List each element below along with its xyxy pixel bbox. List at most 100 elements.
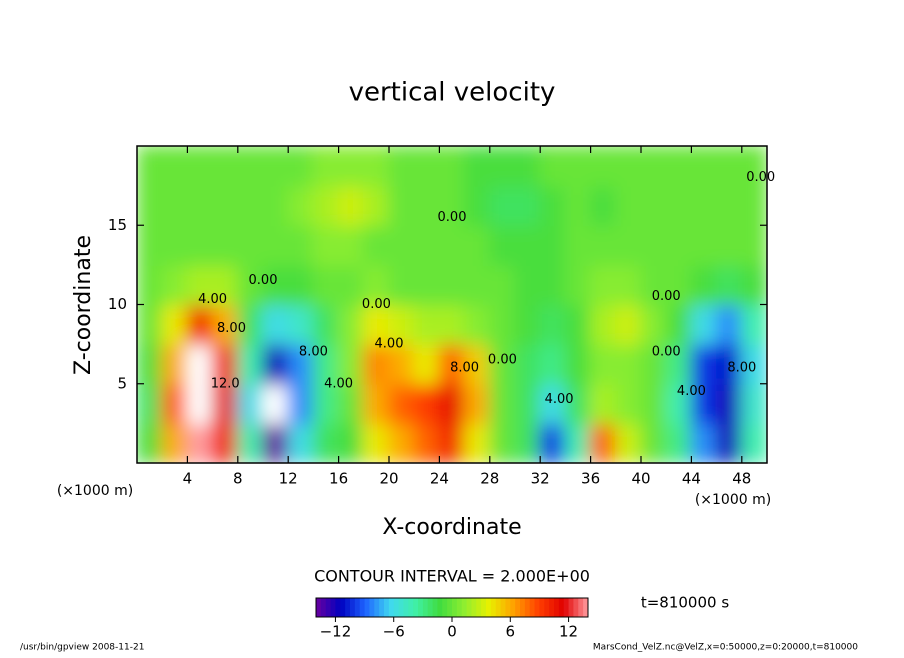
cell bbox=[337, 343, 365, 385]
colorbar-segment bbox=[408, 598, 414, 617]
cell bbox=[640, 146, 668, 187]
colorbar-segment bbox=[515, 598, 521, 617]
colorbar-segment bbox=[447, 598, 453, 617]
cell bbox=[488, 184, 516, 227]
cell bbox=[137, 343, 164, 385]
cell bbox=[186, 184, 214, 227]
x-tick-label: 16 bbox=[329, 470, 348, 488]
colorbar-segment bbox=[490, 598, 497, 617]
cell bbox=[640, 184, 668, 227]
footer-right: MarsCond_VelZ.nc@VelZ,x=0:50000,z=0:2000… bbox=[593, 643, 858, 653]
colorbar-tick-label: 0 bbox=[447, 623, 457, 641]
y-unit-label: (×1000 m) bbox=[57, 483, 133, 499]
colorbar-tick-label: −12 bbox=[320, 623, 352, 641]
cell bbox=[137, 224, 164, 266]
colorbar-segment bbox=[534, 598, 540, 617]
colorbar-segment bbox=[393, 598, 400, 617]
colorbar-segment bbox=[379, 598, 385, 617]
cell bbox=[287, 146, 315, 187]
cell bbox=[161, 263, 189, 306]
cell bbox=[137, 303, 164, 346]
cell bbox=[690, 382, 718, 425]
x-tick-label: 36 bbox=[581, 470, 600, 488]
cell bbox=[715, 382, 743, 425]
cell bbox=[287, 263, 315, 306]
cell bbox=[463, 382, 491, 425]
colorbar-segment bbox=[422, 598, 429, 617]
cell bbox=[312, 146, 340, 187]
cell bbox=[438, 146, 466, 187]
colorbar-segment bbox=[437, 598, 443, 617]
cell bbox=[388, 146, 416, 187]
cell bbox=[362, 184, 390, 227]
cell bbox=[262, 146, 290, 187]
y-axis-label: Z-coordinate bbox=[71, 235, 96, 375]
colorbar-segment bbox=[529, 598, 536, 617]
cell bbox=[236, 382, 264, 425]
cell bbox=[413, 224, 441, 266]
cell bbox=[589, 303, 617, 346]
cell bbox=[640, 343, 668, 385]
cell bbox=[337, 263, 365, 306]
cell bbox=[740, 303, 767, 346]
cell bbox=[740, 263, 767, 306]
cell bbox=[715, 224, 743, 266]
cell bbox=[715, 184, 743, 227]
cell bbox=[564, 146, 592, 187]
cell bbox=[137, 184, 164, 227]
cell bbox=[514, 184, 542, 227]
colorbar-segment bbox=[398, 598, 404, 617]
cell bbox=[337, 184, 365, 227]
colorbar-tick-label: 12 bbox=[559, 623, 578, 641]
colorbar-segment bbox=[578, 598, 584, 617]
colorbar-segment bbox=[316, 598, 322, 617]
cell bbox=[740, 382, 767, 425]
contour-label: 0.00 bbox=[438, 210, 467, 225]
cell bbox=[690, 263, 718, 306]
cell bbox=[514, 343, 542, 385]
contour-label: 0.00 bbox=[652, 345, 681, 360]
cell bbox=[514, 224, 542, 266]
cell bbox=[488, 343, 516, 385]
contour-label: 4.00 bbox=[375, 337, 404, 352]
cell bbox=[665, 263, 693, 306]
cell bbox=[236, 422, 264, 463]
cell bbox=[312, 224, 340, 266]
cell bbox=[539, 422, 567, 463]
cell bbox=[665, 343, 693, 385]
cell bbox=[564, 184, 592, 227]
cell bbox=[589, 343, 617, 385]
cell bbox=[388, 422, 416, 463]
colorbar-segment bbox=[320, 598, 327, 617]
cell bbox=[262, 343, 290, 385]
cell bbox=[312, 263, 340, 306]
cell bbox=[514, 303, 542, 346]
colorbar-segment bbox=[481, 598, 487, 617]
cell bbox=[137, 263, 164, 306]
cell bbox=[137, 146, 164, 187]
cell bbox=[665, 146, 693, 187]
cell bbox=[211, 146, 239, 187]
cell bbox=[564, 263, 592, 306]
cell bbox=[690, 303, 718, 346]
contour-label: 4.00 bbox=[198, 292, 227, 307]
cell bbox=[690, 343, 718, 385]
cell bbox=[665, 422, 693, 463]
colorbar-segment bbox=[403, 598, 409, 617]
cell bbox=[262, 224, 290, 266]
colorbar-segment bbox=[345, 598, 351, 617]
plot-frame bbox=[136, 145, 768, 464]
cell bbox=[211, 224, 239, 266]
cell bbox=[740, 146, 767, 187]
field bbox=[137, 146, 767, 463]
cell bbox=[236, 303, 264, 346]
cell bbox=[463, 303, 491, 346]
cell bbox=[236, 263, 264, 306]
cell bbox=[589, 422, 617, 463]
contour-label: 0.00 bbox=[249, 273, 278, 288]
colorbar-segment bbox=[340, 598, 346, 617]
colorbar-segment bbox=[359, 598, 366, 617]
cell bbox=[287, 184, 315, 227]
cell bbox=[715, 303, 743, 346]
